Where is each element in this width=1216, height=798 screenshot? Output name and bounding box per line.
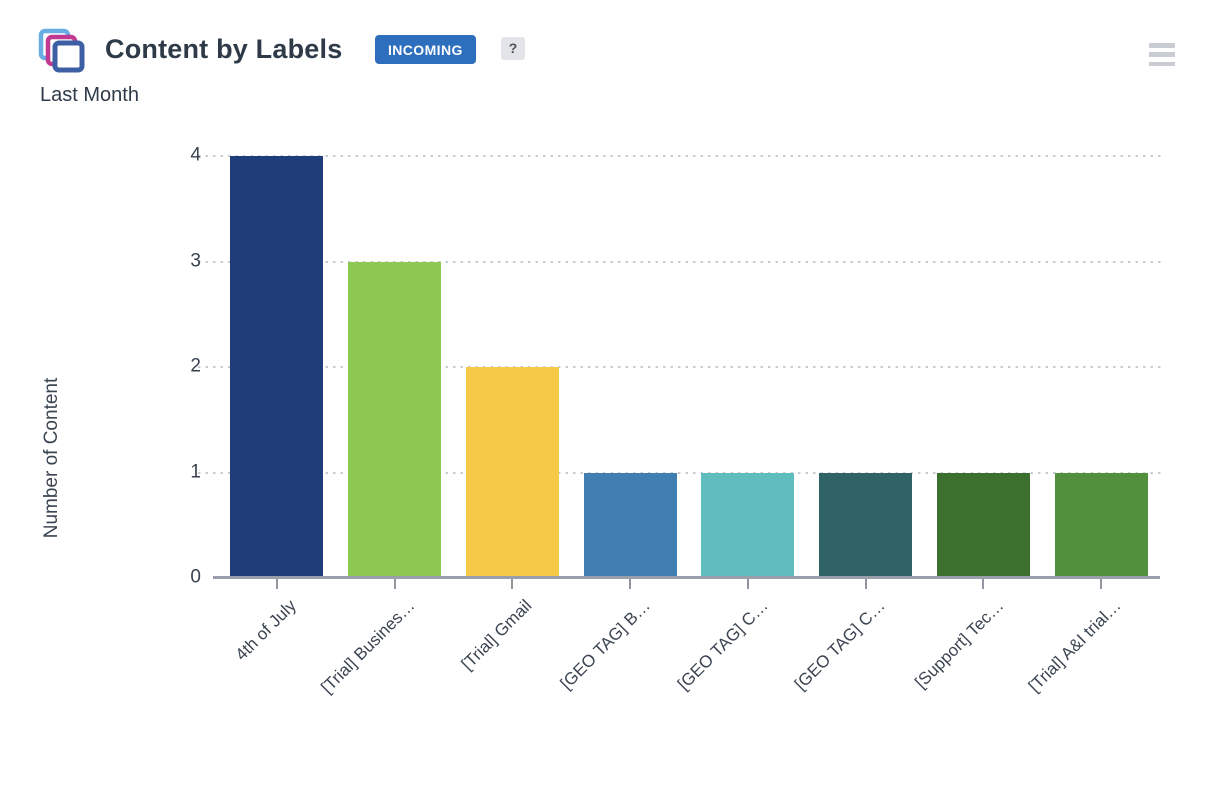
x-axis-label: [GEO TAG] B… xyxy=(556,596,654,694)
y-tick-label-0: 0 xyxy=(190,566,201,588)
gridline-y-4 xyxy=(198,155,1162,157)
bar-slot xyxy=(925,156,1043,578)
bar-[Support] Tec…[interactable] xyxy=(936,472,1030,578)
bar-[Trial] Busines…[interactable] xyxy=(348,261,442,578)
x-axis-label: [Trial] Gmail xyxy=(458,596,536,674)
gridline-y-2 xyxy=(198,366,1162,368)
y-tick-label-1: 1 xyxy=(190,461,201,483)
help-button[interactable]: ? xyxy=(501,37,525,60)
x-axis-label: 4th of July xyxy=(232,596,301,665)
x-axis-label: [Trial] A&I trial… xyxy=(1024,596,1125,696)
bar-[GEO TAG] C…[interactable] xyxy=(819,472,913,578)
x-tick-mark xyxy=(982,579,985,589)
incoming-badge: INCOMING xyxy=(375,35,476,64)
gridline-y-1 xyxy=(198,471,1162,474)
bar-slot xyxy=(807,156,925,578)
x-axis-label: [Trial] Busines… xyxy=(316,596,419,698)
bar-slot xyxy=(454,156,572,578)
bar-slot xyxy=(336,156,454,578)
x-tick-mark xyxy=(393,579,396,589)
bar-[GEO TAG] C…[interactable] xyxy=(701,472,795,578)
y-tick-label-4: 4 xyxy=(190,144,201,166)
bar-slot xyxy=(1042,156,1160,578)
bar-series xyxy=(218,156,1160,578)
x-tick-mark xyxy=(1100,579,1103,589)
x-tick-mark xyxy=(511,579,514,589)
y-tick-label-3: 3 xyxy=(190,250,201,272)
x-tick-mark xyxy=(746,579,749,589)
hamburger-menu-icon[interactable] xyxy=(1149,43,1175,66)
x-tick-mark xyxy=(864,579,867,589)
gadget-title: Content by Labels xyxy=(105,34,343,64)
y-tick-label-2: 2 xyxy=(190,355,201,377)
x-tick-mark xyxy=(275,579,278,589)
x-axis-line xyxy=(213,576,1160,579)
x-axis-label: [Support] Tec… xyxy=(910,596,1007,693)
bar-slot xyxy=(571,156,689,578)
x-axis-label: [GEO TAG] C… xyxy=(673,596,772,694)
plot-area: 4 3 2 1 0 4th of July [Trial] Busines… [Trial]… xyxy=(190,145,1162,697)
y-axis-title: Number of Content xyxy=(41,377,62,539)
bar-4th of July[interactable] xyxy=(230,156,324,578)
gridline-y-3 xyxy=(198,260,1162,263)
bar-[GEO TAG] B…[interactable] xyxy=(583,472,677,578)
bar-slot xyxy=(689,156,807,578)
bar-[Trial] A&I trial…[interactable] xyxy=(1054,472,1148,578)
bar-slot xyxy=(218,156,336,578)
stacked-pages-icon xyxy=(38,28,85,73)
chart-subtitle: Last Month xyxy=(40,84,139,106)
bar-[Trial] Gmail[interactable] xyxy=(465,367,559,578)
x-tick-mark xyxy=(629,579,632,589)
x-axis-label: [GEO TAG] C… xyxy=(791,596,890,694)
